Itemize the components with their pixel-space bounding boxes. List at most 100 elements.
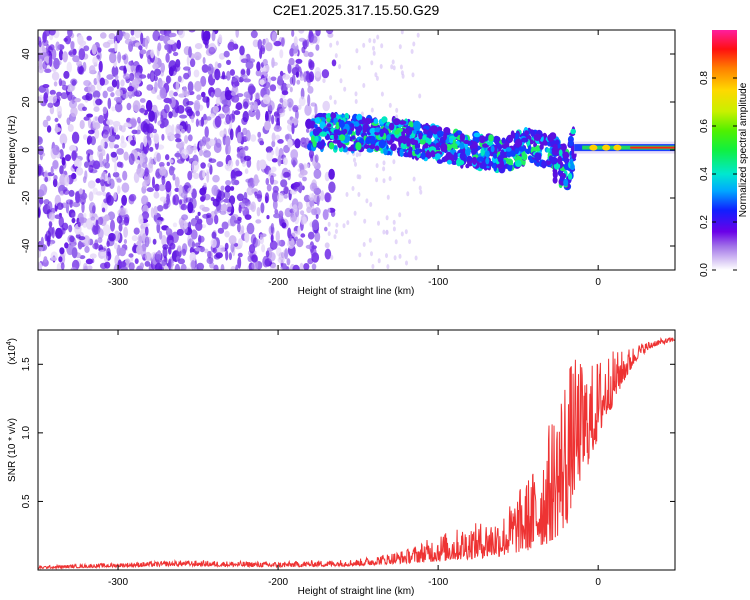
noise-blob [93, 106, 100, 112]
noise-blob [380, 43, 384, 49]
noise-blob [257, 131, 262, 138]
noise-blob [192, 172, 200, 180]
noise-blob [229, 128, 234, 141]
noise-blob [205, 137, 211, 142]
signal-blob [557, 155, 563, 165]
signal-blob [356, 126, 363, 132]
noise-blob [259, 233, 267, 238]
signal-blob [533, 133, 542, 141]
signal-blob [423, 128, 427, 134]
x-tick-label: 0 [595, 277, 601, 288]
signal-blob [381, 116, 388, 123]
signal-blob [473, 132, 481, 138]
noise-blob [291, 230, 299, 238]
noise-blob [180, 263, 187, 270]
spectrogram-xlabel: Height of straight line (km) [298, 286, 415, 297]
noise-blob [106, 195, 114, 206]
colorbar-tick-label: 0.0 [699, 263, 710, 277]
noise-blob [204, 248, 209, 254]
carrier-node [589, 144, 598, 151]
noise-blob [168, 90, 175, 98]
noise-blob [189, 147, 194, 152]
noise-blob [64, 154, 72, 162]
noise-blob [78, 236, 86, 241]
noise-blob [271, 223, 275, 228]
signal-blob [430, 150, 436, 158]
noise-blob [69, 99, 77, 109]
noise-blob [40, 236, 44, 249]
noise-blob [218, 34, 223, 44]
signal-blob [562, 151, 570, 160]
noise-blob [89, 65, 96, 74]
noise-blob [208, 158, 217, 163]
noise-blob [118, 223, 123, 232]
noise-blob [194, 242, 200, 248]
noise-blob [202, 36, 208, 45]
noise-blob [236, 132, 242, 144]
noise-blob [141, 211, 150, 220]
noise-blob [90, 84, 96, 93]
noise-blob [98, 152, 104, 163]
signal-blob [535, 162, 540, 167]
noise-blob [170, 166, 176, 171]
noise-blob [224, 230, 230, 238]
signal-blob [552, 147, 560, 156]
noise-blob [110, 219, 115, 232]
noise-blob [38, 136, 42, 143]
noise-blob [388, 176, 392, 182]
signal-blob [399, 148, 404, 157]
noise-blob [72, 201, 81, 208]
snr-scale-exp: 4 [6, 341, 13, 345]
noise-blob [208, 46, 216, 55]
noise-blob [173, 194, 180, 206]
signal-blob [569, 158, 574, 166]
noise-blob [369, 202, 373, 207]
noise-blob [225, 180, 232, 186]
noise-blob [153, 133, 160, 144]
noise-blob [244, 168, 249, 174]
noise-blob [173, 91, 178, 97]
noise-blob [78, 188, 83, 195]
noise-blob [230, 242, 235, 253]
noise-blob [313, 168, 322, 179]
noise-blob [398, 212, 402, 218]
noise-blob [38, 250, 42, 258]
noise-blob [150, 49, 155, 59]
noise-blob [186, 101, 194, 106]
noise-blob [259, 79, 265, 86]
signal-blob [530, 129, 536, 137]
noise-blob [195, 215, 199, 220]
noise-blob [272, 199, 278, 210]
noise-blob [219, 130, 225, 138]
signal-blob [563, 157, 570, 163]
signal-blob [418, 132, 423, 140]
noise-blob [256, 61, 261, 72]
noise-blob [123, 226, 128, 238]
noise-blob [132, 100, 141, 113]
signal-blob [326, 123, 332, 128]
noise-blob [95, 219, 99, 230]
noise-blob [44, 68, 52, 74]
noise-blob [418, 93, 422, 99]
noise-blob [214, 68, 221, 81]
noise-blob [108, 33, 116, 40]
colorbar-gradient [712, 30, 737, 270]
noise-blob [53, 81, 58, 87]
noise-blob [148, 110, 156, 122]
noise-blob [157, 42, 162, 52]
signal-blob [446, 144, 453, 151]
noise-blob [236, 146, 240, 154]
noise-blob [87, 129, 95, 135]
signal-blob [390, 143, 397, 151]
noise-blob [121, 194, 127, 206]
noise-blob [213, 87, 222, 98]
noise-blob [138, 214, 144, 225]
noise-blob [271, 166, 277, 173]
noise-blob [371, 264, 375, 269]
noise-blob [68, 189, 75, 197]
noise-blob [240, 74, 248, 80]
noise-blob [393, 255, 397, 261]
signal-blob [413, 120, 421, 128]
noise-blob [180, 203, 188, 211]
noise-blob [53, 174, 58, 181]
